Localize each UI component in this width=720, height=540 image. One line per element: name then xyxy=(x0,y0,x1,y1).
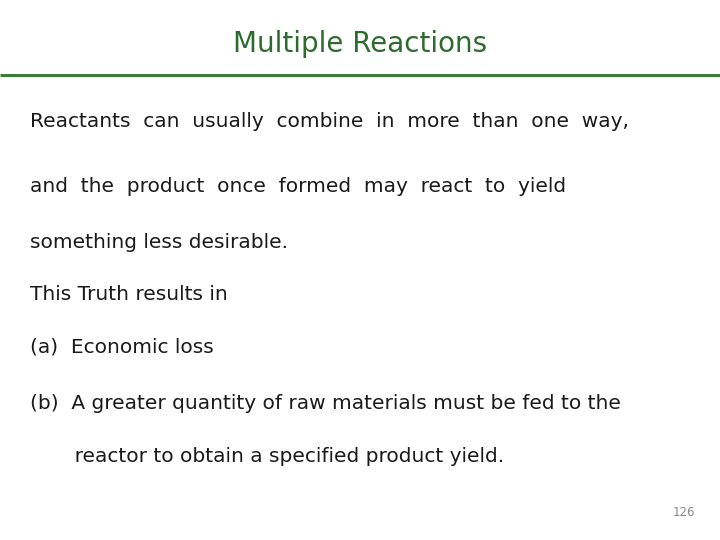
Text: something less desirable.: something less desirable. xyxy=(30,233,288,253)
Text: Multiple Reactions: Multiple Reactions xyxy=(233,30,487,58)
Text: (b)  A greater quantity of raw materials must be fed to the: (b) A greater quantity of raw materials … xyxy=(30,394,621,414)
Text: Reactants  can  usually  combine  in  more  than  one  way,: Reactants can usually combine in more th… xyxy=(30,112,629,131)
Text: and  the  product  once  formed  may  react  to  yield: and the product once formed may react to… xyxy=(30,177,567,196)
Text: This Truth results in: This Truth results in xyxy=(30,285,228,304)
Text: (a)  Economic loss: (a) Economic loss xyxy=(30,337,214,356)
Text: 126: 126 xyxy=(672,507,695,519)
Text: reactor to obtain a specified product yield.: reactor to obtain a specified product yi… xyxy=(30,447,505,466)
